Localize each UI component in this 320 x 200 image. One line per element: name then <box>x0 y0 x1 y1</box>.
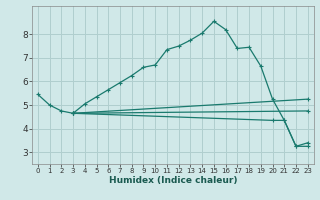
X-axis label: Humidex (Indice chaleur): Humidex (Indice chaleur) <box>108 176 237 185</box>
